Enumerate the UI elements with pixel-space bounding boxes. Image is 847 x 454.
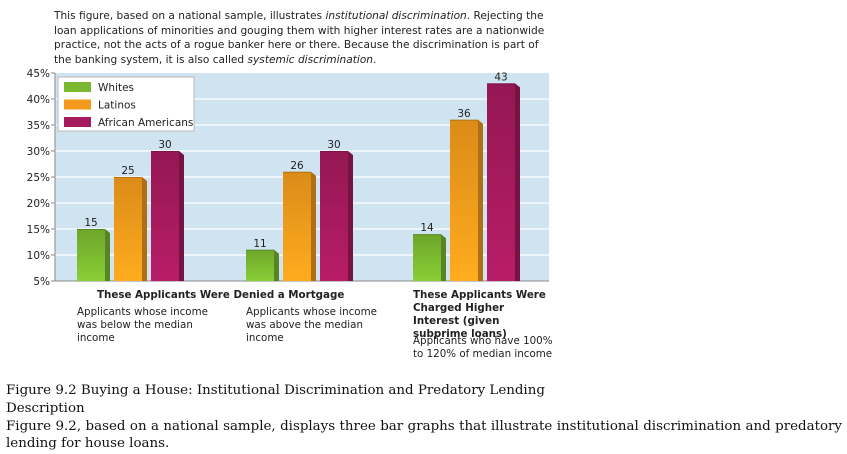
y-tick-label: 30% xyxy=(27,146,50,158)
group-description-subprime: Applicants who have 100% to 120% of medi… xyxy=(413,335,553,360)
intro-term-institutional: institutional discrimination xyxy=(325,10,467,22)
data-label: 30 xyxy=(158,139,171,151)
y-tick-label: 10% xyxy=(27,250,50,262)
figure-caption-description: Figure 9.2, based on a national sample, … xyxy=(6,419,842,451)
bar-side xyxy=(274,249,279,281)
bar xyxy=(320,151,348,281)
bar-side xyxy=(478,119,483,281)
data-label: 15 xyxy=(84,217,97,229)
intro-text-2: . Rejecting the loan applications of min… xyxy=(54,10,545,66)
group-description-above-median: Applicants whose income was above the me… xyxy=(246,306,377,344)
bar xyxy=(487,83,515,282)
bar-side xyxy=(142,177,147,281)
y-tick-label: 25% xyxy=(27,172,50,184)
y-tick-label: 5% xyxy=(33,276,50,288)
bar xyxy=(151,151,179,281)
bar-side xyxy=(348,151,353,281)
figure-intro: This figure, based on a national sample,… xyxy=(54,9,554,67)
legend-swatch xyxy=(64,117,91,127)
bar xyxy=(450,119,478,281)
group-description-below-median: Applicants whose income was below the me… xyxy=(77,306,208,344)
data-label: 36 xyxy=(457,108,471,120)
y-tick-label: 20% xyxy=(27,198,50,210)
legend-label: Whites xyxy=(98,82,134,94)
legend-label: African Americans xyxy=(98,117,193,129)
data-label: 30 xyxy=(327,139,340,151)
legend-label: Latinos xyxy=(98,100,136,112)
bar-side xyxy=(441,234,446,281)
bar xyxy=(77,229,105,281)
figure-caption-title: Figure 9.2 Buying a House: Institutional… xyxy=(6,383,545,398)
data-label: 25 xyxy=(121,165,134,177)
y-tick-label: 40% xyxy=(27,94,50,106)
data-label: 11 xyxy=(253,238,266,250)
y-tick-label: 15% xyxy=(27,224,50,236)
legend-swatch xyxy=(64,82,91,92)
figure-caption-label: Description xyxy=(6,401,85,416)
legend-swatch xyxy=(64,99,91,110)
data-label: 43 xyxy=(494,71,507,83)
bar-side xyxy=(105,229,110,281)
bar xyxy=(413,234,441,281)
bar xyxy=(114,177,142,281)
group-heading-higher-interest: These Applicants Were Charged Higher Int… xyxy=(413,289,546,340)
y-tick-label: 45% xyxy=(27,68,50,80)
data-label: 26 xyxy=(290,160,304,172)
bar xyxy=(283,171,311,281)
intro-text-1: This figure, based on a national sample,… xyxy=(54,10,326,22)
intro-text-3: . xyxy=(373,53,377,66)
bar-side xyxy=(515,83,520,282)
data-label: 14 xyxy=(420,222,434,234)
bar-side xyxy=(311,171,316,281)
bar-side xyxy=(179,151,184,281)
y-tick-label: 35% xyxy=(27,120,50,132)
shared-heading-denied-mortgage: These Applicants Were Denied a Mortgage xyxy=(97,289,345,301)
intro-term-systemic: systemic discrimination xyxy=(247,53,374,66)
bar xyxy=(246,249,274,281)
